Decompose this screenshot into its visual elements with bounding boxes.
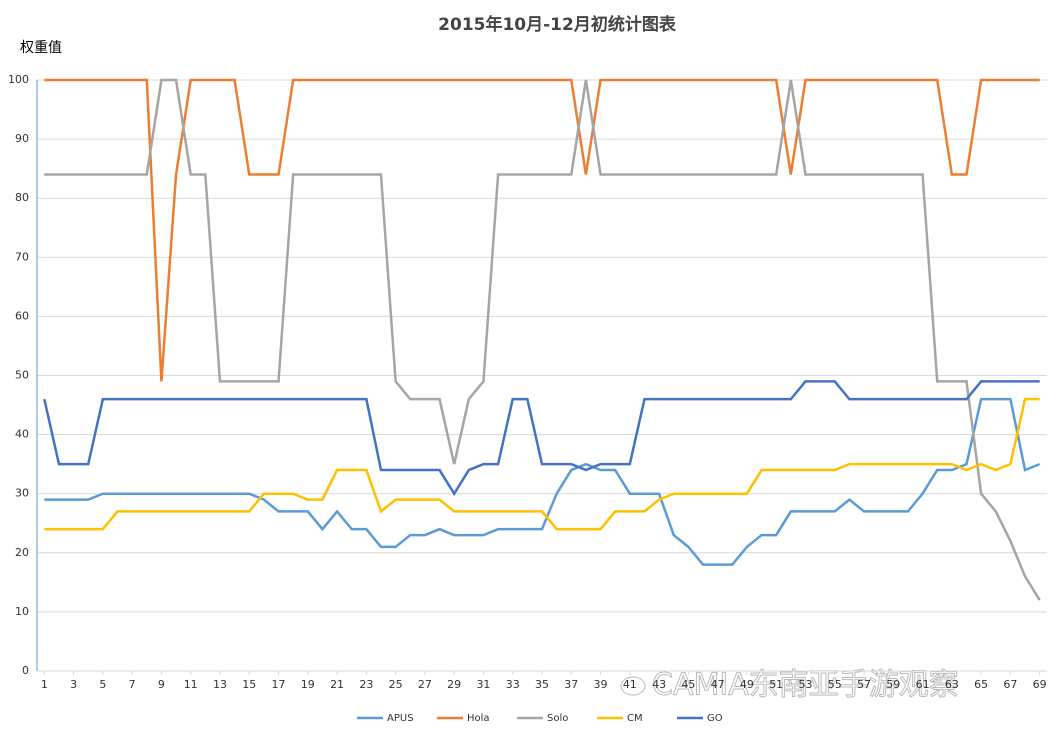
legend-label: Solo [547,713,568,724]
series-line [44,397,1040,531]
x-tick-label: 11 [184,678,198,691]
x-tick-label: 19 [301,678,315,691]
x-tick-label: 15 [242,678,256,691]
y-tick-label: 60 [15,309,29,322]
x-tick-label: 37 [564,678,578,691]
x-tick-label: 69 [1033,678,1047,691]
x-tick-label: 31 [476,678,490,691]
legend-label: GO [707,713,723,724]
series-line [44,78,1040,382]
x-tick-label: 5 [99,678,106,691]
x-tick-label: 63 [945,678,959,691]
x-tick-label: 61 [916,678,930,691]
watermark: CAMIA东南亚手游观察 [620,667,959,703]
series-line [43,380,1040,497]
y-tick-label: 10 [15,605,29,618]
x-tick-label: 27 [418,678,432,691]
y-tick-label: 40 [15,428,29,441]
x-tick-label: 41 [623,678,637,691]
x-tick-label: 57 [857,678,871,691]
x-tick-label: 43 [652,678,666,691]
y-tick-label: 100 [8,73,29,86]
x-tick-label: 13 [213,678,227,691]
x-tick-label: 45 [681,678,695,691]
y-tick-label: 80 [15,191,29,204]
x-tick-label: 65 [974,678,988,691]
y-tick-label: 70 [15,250,29,263]
x-tick-label: 25 [389,678,403,691]
y-tick-label: 30 [15,487,29,500]
legend: APUS Hola Solo CM GO [357,713,723,724]
x-tick-label: 9 [158,678,165,691]
x-tick-label: 29 [447,678,461,691]
x-tick-label: 53 [798,678,812,691]
x-tick-label: 59 [886,678,900,691]
x-tick-label: 55 [828,678,842,691]
x-tick-label: 39 [594,678,608,691]
y-tick-label: 90 [15,132,29,145]
legend-label: Hola [467,713,490,724]
legend-label: APUS [387,713,414,724]
legend-label: CM [627,713,643,724]
y-tick-label: 50 [15,369,29,382]
series-line [44,397,1041,566]
x-tick-label: 3 [70,678,77,691]
x-tick-label: 51 [769,678,783,691]
x-tick-label: 17 [272,678,286,691]
x-tick-label: 7 [129,678,136,691]
watermark-icon [620,676,646,696]
y-tick-label: 0 [22,664,29,677]
x-tick-label: 35 [535,678,549,691]
x-tick-label: 21 [330,678,344,691]
x-tick-label: 49 [740,678,754,691]
x-tick-label: 1 [41,678,48,691]
x-tick-label: 33 [506,678,520,691]
x-tick-label: 67 [1003,678,1017,691]
chart-title: 2015年10月-12月初统计图表 [438,14,677,35]
y-tick-label: 20 [15,546,29,559]
x-tick-label: 23 [359,678,373,691]
y-axis-label: 权重值 [20,40,62,56]
series-line [44,78,1041,601]
x-tick-label: 47 [711,678,725,691]
